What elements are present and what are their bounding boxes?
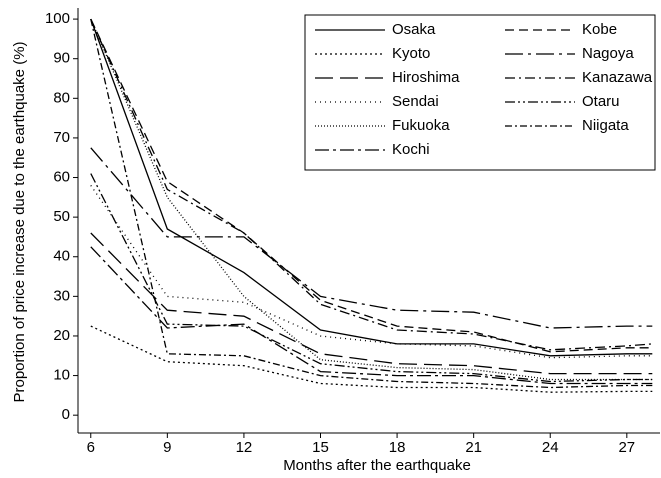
y-tick-label: 60: [53, 168, 70, 185]
series-line: [90, 173, 653, 383]
y-tick-label: 30: [53, 287, 70, 304]
legend-label: Nagoya: [582, 45, 634, 62]
series-line: [90, 185, 653, 359]
y-tick-label: 80: [53, 89, 70, 106]
legend-label: Sendai: [392, 93, 439, 110]
y-tick-label: 40: [53, 248, 70, 265]
legend-label: Kochi: [392, 141, 430, 158]
series-line: [90, 18, 653, 351]
legend-label: Osaka: [392, 21, 436, 38]
series-line: [90, 18, 653, 389]
series-line: [90, 18, 653, 357]
y-tick-label: 90: [53, 50, 70, 67]
y-tick-label: 100: [45, 10, 70, 27]
legend-label: Kyoto: [392, 45, 430, 62]
legend-label: Otaru: [582, 93, 620, 110]
series-line: [90, 18, 653, 381]
x-tick-label: 24: [542, 439, 559, 456]
y-tick-label: 70: [53, 129, 70, 146]
y-tick-label: 50: [53, 208, 70, 225]
x-tick-label: 18: [389, 439, 406, 456]
x-tick-label: 21: [465, 439, 482, 456]
legend-label: Niigata: [582, 117, 629, 134]
y-tick-label: 10: [53, 367, 70, 384]
series-line: [90, 232, 653, 375]
x-tick-label: 12: [236, 439, 253, 456]
series-line: [90, 147, 653, 329]
series-line: [90, 246, 653, 385]
legend-label: Fukuoka: [392, 117, 450, 134]
x-tick-label: 27: [618, 439, 635, 456]
x-tick-label: 9: [163, 439, 171, 456]
y-tick-label: 20: [53, 327, 70, 344]
legend-label: Kanazawa: [582, 69, 653, 86]
x-tick-label: 15: [312, 439, 329, 456]
legend-box: [304, 14, 656, 171]
legend-label: Kobe: [582, 21, 617, 38]
y-tick-label: 0: [62, 406, 70, 423]
series-line: [90, 325, 653, 393]
y-axis-label: Proportion of price increase due to the …: [11, 41, 28, 402]
x-tick-label: 6: [87, 439, 95, 456]
legend-label: Hiroshima: [392, 69, 460, 86]
x-axis-label: Months after the earthquake: [283, 457, 471, 474]
series-line: [90, 18, 653, 353]
